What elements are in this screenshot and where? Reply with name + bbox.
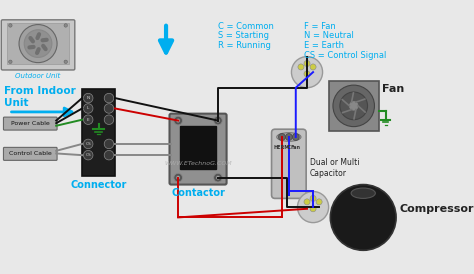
Circle shape	[174, 173, 182, 182]
Text: CS = Control Signal: CS = Control Signal	[304, 50, 387, 59]
Bar	[7, 23, 69, 64]
Circle shape	[64, 24, 67, 27]
Circle shape	[83, 115, 93, 124]
Circle shape	[304, 71, 310, 77]
Circle shape	[316, 199, 322, 205]
Circle shape	[298, 192, 328, 222]
Circle shape	[174, 116, 182, 125]
Circle shape	[176, 119, 180, 122]
Circle shape	[19, 25, 57, 63]
FancyBboxPatch shape	[170, 114, 227, 185]
Circle shape	[104, 139, 114, 149]
Circle shape	[292, 133, 299, 141]
FancyArrowPatch shape	[37, 34, 39, 38]
FancyBboxPatch shape	[272, 129, 306, 198]
Circle shape	[83, 104, 93, 113]
Circle shape	[9, 60, 12, 64]
Circle shape	[292, 56, 323, 88]
Circle shape	[83, 93, 93, 103]
Text: E: E	[87, 118, 90, 122]
Circle shape	[304, 199, 310, 205]
Circle shape	[310, 195, 316, 201]
Text: L: L	[87, 107, 90, 110]
Circle shape	[330, 185, 396, 250]
Text: From Indoor
Unit: From Indoor Unit	[4, 86, 76, 108]
FancyArrowPatch shape	[30, 38, 33, 41]
Circle shape	[104, 93, 114, 103]
Text: Connector: Connector	[71, 180, 127, 190]
Circle shape	[333, 85, 374, 127]
Ellipse shape	[351, 188, 375, 198]
Text: Fan: Fan	[291, 145, 301, 150]
Circle shape	[104, 115, 114, 124]
Circle shape	[214, 173, 222, 182]
Circle shape	[104, 150, 114, 160]
Circle shape	[285, 133, 292, 141]
Text: C = Common: C = Common	[218, 22, 274, 31]
Circle shape	[24, 30, 52, 58]
Text: HERM: HERM	[274, 145, 290, 150]
Text: R = Running: R = Running	[218, 41, 271, 50]
Circle shape	[83, 139, 93, 149]
Circle shape	[216, 119, 219, 122]
Text: Outdoor Unit: Outdoor Unit	[16, 73, 61, 79]
Circle shape	[176, 176, 180, 179]
Text: Power Cable: Power Cable	[11, 121, 50, 126]
Circle shape	[104, 104, 114, 113]
Text: CS: CS	[85, 153, 91, 157]
Circle shape	[83, 150, 93, 160]
Circle shape	[64, 60, 67, 64]
Text: Control Cable: Control Cable	[9, 151, 52, 156]
Text: C: C	[287, 145, 291, 150]
Text: CS: CS	[85, 142, 91, 146]
Circle shape	[278, 133, 285, 141]
Text: WWW.ETechnoG.COM: WWW.ETechnoG.COM	[164, 161, 232, 166]
Text: Contactor: Contactor	[171, 188, 225, 198]
FancyArrowPatch shape	[37, 49, 39, 53]
Circle shape	[310, 64, 316, 70]
Text: S = Starting: S = Starting	[218, 32, 269, 41]
Text: N: N	[87, 96, 90, 100]
Circle shape	[340, 92, 367, 120]
Bar	[328, 81, 379, 131]
FancyBboxPatch shape	[1, 20, 75, 70]
Bar	[82, 89, 115, 176]
Text: Compressor: Compressor	[400, 204, 474, 214]
Text: Fan: Fan	[382, 84, 404, 95]
Ellipse shape	[277, 133, 301, 141]
FancyBboxPatch shape	[3, 147, 57, 160]
Circle shape	[310, 206, 316, 212]
Circle shape	[214, 116, 222, 125]
Circle shape	[9, 24, 12, 27]
FancyBboxPatch shape	[3, 117, 57, 130]
Circle shape	[216, 176, 219, 179]
Bar	[180, 126, 216, 169]
FancyArrowPatch shape	[160, 25, 172, 53]
Text: E = Earth: E = Earth	[304, 41, 345, 50]
Text: N = Neutral: N = Neutral	[304, 32, 354, 41]
Circle shape	[349, 102, 358, 110]
Text: Dual or Multi
Capacitor: Dual or Multi Capacitor	[310, 158, 359, 178]
FancyArrowPatch shape	[43, 46, 46, 49]
Text: F = Fan: F = Fan	[304, 22, 336, 31]
FancyArrowPatch shape	[11, 108, 72, 116]
Circle shape	[304, 61, 310, 67]
Circle shape	[298, 64, 304, 70]
